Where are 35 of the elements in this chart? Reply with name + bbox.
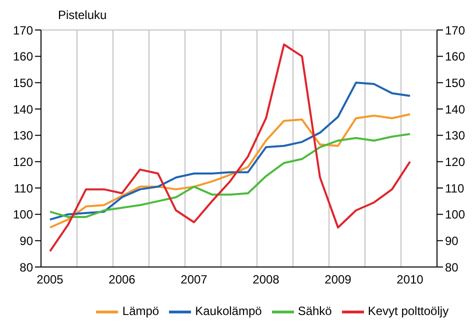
x-tick-label: 2009 bbox=[324, 272, 352, 287]
y2-tick-label: 90 bbox=[445, 234, 459, 248]
y-tick-label: 100 bbox=[12, 208, 34, 222]
y-tick-label: 80 bbox=[20, 260, 34, 274]
y2-tick-label: 170 bbox=[445, 23, 466, 38]
y2-tick-label: 80 bbox=[445, 260, 459, 274]
y-tick-label: 110 bbox=[14, 181, 34, 196]
x-tick-label: 2010 bbox=[396, 272, 424, 287]
y-tick-label: 170 bbox=[12, 23, 34, 38]
y2-tick-label: 100 bbox=[445, 208, 466, 222]
x-tick-label: 2006 bbox=[108, 272, 136, 287]
y2-tick-label: 140 bbox=[445, 102, 466, 116]
line-series bbox=[49, 43, 411, 252]
y2-tick-label: 130 bbox=[445, 128, 466, 143]
x-tick-label: 2008 bbox=[252, 272, 280, 287]
legend-label: Kaukolämpö bbox=[195, 304, 262, 318]
legend-label: Sähkö bbox=[298, 304, 332, 318]
y2-tick-label: 110 bbox=[445, 181, 464, 196]
x-tick-label: 2005 bbox=[36, 272, 64, 287]
legend-label: Kevyt polttoöljy bbox=[368, 304, 449, 318]
y-tick-label: 90 bbox=[20, 234, 34, 248]
y-tick-label: 160 bbox=[12, 50, 34, 64]
y-tick-label: 120 bbox=[12, 154, 34, 169]
y2-tick-label: 160 bbox=[445, 50, 466, 64]
y-tick-label: 130 bbox=[12, 128, 34, 143]
x-tick-label: 2007 bbox=[180, 272, 208, 287]
line-series bbox=[49, 133, 411, 218]
y-axis-title: Pisteluku bbox=[58, 8, 107, 22]
legend-label: Lämpö bbox=[122, 304, 160, 318]
y-tick-label: 150 bbox=[12, 76, 34, 90]
y2-tick-label: 150 bbox=[445, 76, 466, 90]
line-series bbox=[49, 82, 411, 221]
y2-tick-label: 120 bbox=[445, 154, 466, 169]
line-series bbox=[49, 113, 411, 228]
y-tick-label: 140 bbox=[12, 102, 34, 116]
